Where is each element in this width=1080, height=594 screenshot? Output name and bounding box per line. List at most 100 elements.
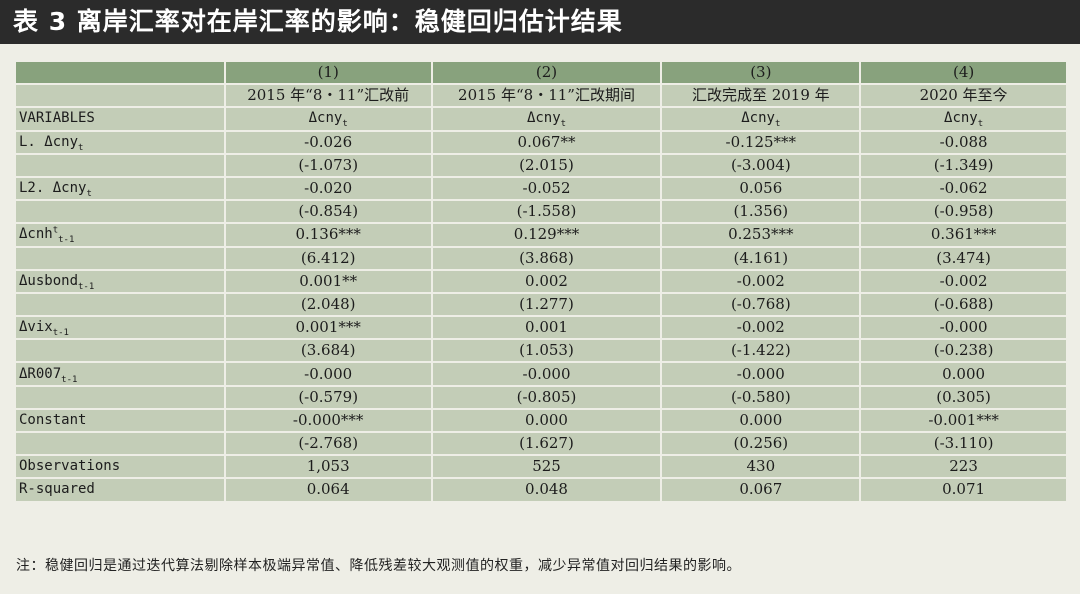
variable-name: ΔR007 [19, 365, 62, 382]
variable-label: L2. Δcnyt [16, 177, 224, 200]
t-statistic-cell: (1.277) [432, 293, 661, 316]
column-name: 2020 年至今 [861, 85, 1066, 107]
statistic-row: R-squared 0.064 0.048 0.067 0.071 [16, 479, 1066, 501]
t-statistic-cell: (-0.768) [662, 293, 860, 316]
variable-label: Δvixt-1 [16, 317, 224, 339]
t-statistic-row: (-1.073) (2.015) (-3.004) (-1.349) [16, 154, 1066, 176]
t-statistic-spacer [16, 247, 224, 269]
t-statistic-cell: (1.053) [432, 340, 661, 362]
column-name: 2015 年“8・11”汇改期间 [432, 85, 661, 107]
t-statistic-spacer [16, 154, 224, 176]
coefficient-row: ΔR007t-1 -0.000 -0.000 -0.000 0.000 [16, 363, 1066, 385]
coefficient-cell: 0.000 [432, 409, 661, 431]
coefficient-cell: -0.000 [662, 363, 860, 385]
coefficient-cell: 0.000 [861, 363, 1066, 385]
column-number: (1) [225, 62, 431, 84]
variable-label: L. Δcnyt [16, 131, 224, 153]
t-statistic-cell: (-1.558) [432, 201, 661, 223]
variable-subscript: t [560, 119, 567, 130]
statistic-value: 430 [662, 456, 860, 478]
coefficient-cell: -0.002 [662, 317, 860, 339]
variable-superscript: t [52, 225, 59, 236]
coefficient-cell: 0.136*** [225, 224, 431, 246]
coefficient-cell: 0.129*** [432, 224, 661, 246]
t-statistic-cell: (1.356) [662, 201, 860, 223]
dependent-variable: Δcnyt [861, 108, 1066, 130]
variable-name: Δcny [944, 110, 978, 127]
dependent-variable: Δcnyt [662, 108, 860, 130]
statistic-value: 525 [432, 456, 661, 478]
variable-label: Δcnhtt-1 [16, 224, 224, 246]
t-statistic-row: (-2.768) (1.627) (0.256) (-3.110) [16, 433, 1066, 455]
statistic-row: Observations 1,053 525 430 223 [16, 456, 1066, 478]
variable-subscript: t-1 [78, 281, 95, 292]
coefficient-cell: -0.002 [662, 270, 860, 292]
statistic-value: 0.067 [662, 479, 860, 501]
coefficient-cell: 0.001 [432, 317, 661, 339]
variables-label: VARIABLES [16, 108, 224, 130]
t-statistic-cell: (-3.110) [861, 433, 1066, 455]
t-statistic-cell: (6.412) [225, 247, 431, 269]
table-title: 表 3 离岸汇率对在岸汇率的影响：稳健回归估计结果 [0, 0, 1080, 44]
variable-label: ΔR007t-1 [16, 363, 224, 385]
variable-name: Δusbond [19, 272, 79, 289]
t-statistic-cell: (-1.422) [662, 340, 860, 362]
t-statistic-cell: (-0.238) [861, 340, 1066, 362]
coefficient-cell: 0.002 [432, 270, 661, 292]
variable-subscript: t [78, 142, 84, 153]
column-number: (3) [662, 62, 860, 84]
t-statistic-cell: (-3.004) [662, 154, 860, 176]
t-statistic-spacer [16, 293, 224, 316]
variable-name: L2. Δcny [19, 180, 87, 197]
variable-subscript: t-1 [58, 235, 75, 246]
corner-cell [16, 62, 224, 84]
coefficient-cell: 0.361*** [861, 224, 1066, 246]
coefficient-cell: 0.001** [225, 270, 431, 292]
t-statistic-cell: (4.161) [662, 247, 860, 269]
t-statistic-row: (-0.579) (-0.805) (-0.580) (0.305) [16, 386, 1066, 408]
column-name: 2015 年“8・11”汇改前 [225, 85, 431, 107]
variable-subscript: t [86, 188, 92, 199]
t-statistic-cell: (-0.958) [861, 201, 1066, 223]
t-statistic-spacer [16, 340, 224, 362]
dependent-variable: Δcnyt [432, 108, 661, 130]
footnote: 注：稳健回归是通过迭代算法剔除样本极端异常值、降低残差较大观测值的权重，减少异常… [16, 558, 741, 574]
variable-label: Constant [16, 409, 224, 431]
statistic-value: 0.048 [432, 479, 661, 501]
coefficient-cell: -0.000 [225, 363, 431, 385]
coefficient-row: Δusbondt-1 0.001** 0.002 -0.002 -0.002 [16, 270, 1066, 292]
t-statistic-cell: (-0.805) [432, 386, 661, 408]
statistic-value: 0.071 [861, 479, 1066, 501]
variable-subscript: t [342, 119, 348, 130]
statistic-value: 1,053 [225, 456, 431, 478]
coefficient-cell: -0.052 [432, 177, 661, 200]
statistic-value: 223 [861, 456, 1066, 478]
column-number: (2) [432, 62, 661, 84]
coefficient-cell: -0.026 [225, 131, 431, 153]
coefficient-cell: -0.000*** [225, 409, 431, 431]
statistic-label: R-squared [16, 479, 224, 501]
column-number-row: (1) (2) (3) (4) [16, 62, 1066, 84]
coefficient-cell: 0.001*** [225, 317, 431, 339]
variable-name: Constant [19, 411, 87, 428]
coefficient-row: Δcnhtt-1 0.136*** 0.129*** 0.253*** 0.361*** [16, 224, 1066, 246]
column-name-spacer [16, 85, 224, 107]
t-statistic-row: (2.048) (1.277) (-0.768) (-0.688) [16, 293, 1066, 316]
coefficient-cell: 0.253*** [662, 224, 860, 246]
column-name-row: 2015 年“8・11”汇改前 2015 年“8・11”汇改期间 汇改完成至 201… [16, 85, 1066, 107]
column-number: (4) [861, 62, 1066, 84]
coefficient-cell: 0.056 [662, 177, 860, 200]
t-statistic-spacer [16, 386, 224, 408]
t-statistic-spacer [16, 433, 224, 455]
t-statistic-cell: (-0.579) [225, 386, 431, 408]
coefficient-cell: -0.000 [432, 363, 661, 385]
variable-subscript: t-1 [61, 374, 78, 385]
t-statistic-cell: (2.048) [225, 293, 431, 316]
t-statistic-row: (6.412) (3.868) (4.161) (3.474) [16, 247, 1066, 269]
t-statistic-cell: (3.474) [861, 247, 1066, 269]
coefficient-row: L2. Δcnyt -0.020 -0.052 0.056 -0.062 [16, 177, 1066, 200]
coefficient-cell: 0.000 [662, 409, 860, 431]
t-statistic-cell: (-0.688) [861, 293, 1066, 316]
coefficient-cell: 0.067** [432, 131, 661, 153]
coefficient-row: L. Δcnyt -0.026 0.067** -0.125*** -0.088 [16, 131, 1066, 153]
